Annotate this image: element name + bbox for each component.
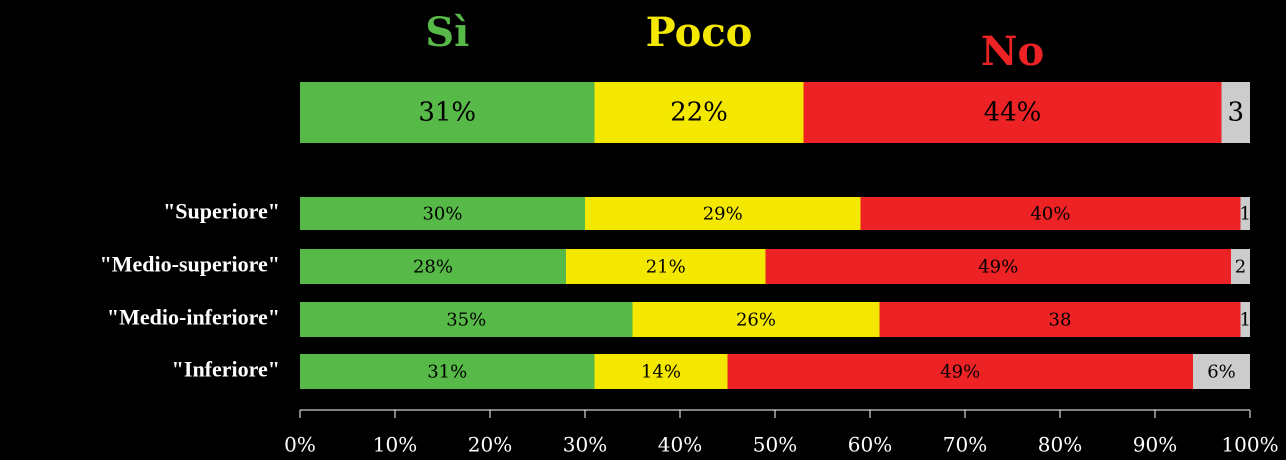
value-label: 49% — [978, 257, 1018, 278]
value-label: 30% — [422, 204, 462, 225]
x-tick-label: 60% — [848, 433, 892, 457]
value-label: 2 — [1235, 257, 1246, 278]
value-label: 22% — [670, 98, 728, 128]
value-label: 40% — [1030, 204, 1070, 225]
bar-segment — [727, 354, 1193, 389]
value-label: 21% — [646, 257, 686, 278]
legend-label: Poco — [646, 9, 753, 56]
value-label: 31% — [427, 362, 467, 383]
x-tick-label: 70% — [943, 433, 987, 457]
bar-segment — [765, 249, 1231, 284]
x-tick-label: 10% — [373, 433, 417, 457]
legend-label: Sì — [425, 9, 469, 56]
value-label: 14% — [641, 362, 681, 383]
x-tick-label: 100% — [1221, 433, 1278, 457]
x-tick-label: 0% — [284, 433, 316, 457]
x-tick-label: 30% — [563, 433, 607, 457]
x-tick-label: 40% — [658, 433, 702, 457]
bar-segment — [585, 197, 861, 230]
bar-segment — [300, 197, 585, 230]
category-label: "Medio-inferiore" — [107, 305, 280, 330]
value-label: 1 — [1240, 204, 1251, 225]
legend-label: No — [981, 28, 1044, 75]
bar-segment — [632, 302, 880, 337]
x-tick-label: 80% — [1038, 433, 1082, 457]
bar-segment — [594, 82, 804, 143]
value-label: 6% — [1207, 362, 1236, 383]
bar-segment — [1193, 354, 1250, 389]
category-label: "Medio-superiore" — [100, 252, 280, 277]
bar-segment — [803, 82, 1222, 143]
x-tick-label: 50% — [753, 433, 797, 457]
value-label: 3 — [1227, 98, 1244, 128]
x-tick-label: 90% — [1133, 433, 1177, 457]
bar-segment — [879, 302, 1241, 337]
value-label: 31% — [418, 98, 476, 128]
x-tick-label: 20% — [468, 433, 512, 457]
bar-segment — [566, 249, 766, 284]
category-label: "Superiore" — [163, 199, 280, 224]
bar-segment — [300, 302, 633, 337]
bar-segment — [300, 354, 595, 389]
bar-segment — [594, 354, 728, 389]
value-label: 1 — [1240, 310, 1251, 331]
value-label: 28% — [413, 257, 453, 278]
value-label: 49% — [940, 362, 980, 383]
value-label: 26% — [736, 310, 776, 331]
bar-segment — [1231, 249, 1250, 284]
bar-segment — [1240, 197, 1250, 230]
value-label: 44% — [984, 98, 1042, 128]
bar-segment — [1240, 302, 1250, 337]
bar-segment — [860, 197, 1241, 230]
value-label: 29% — [703, 204, 743, 225]
value-label: 38 — [1049, 310, 1072, 331]
value-label: 35% — [446, 310, 486, 331]
bar-segment — [300, 82, 595, 143]
bar-segment — [300, 249, 566, 284]
category-label: "Inferiore" — [172, 357, 280, 382]
bar-segment — [1221, 82, 1250, 143]
